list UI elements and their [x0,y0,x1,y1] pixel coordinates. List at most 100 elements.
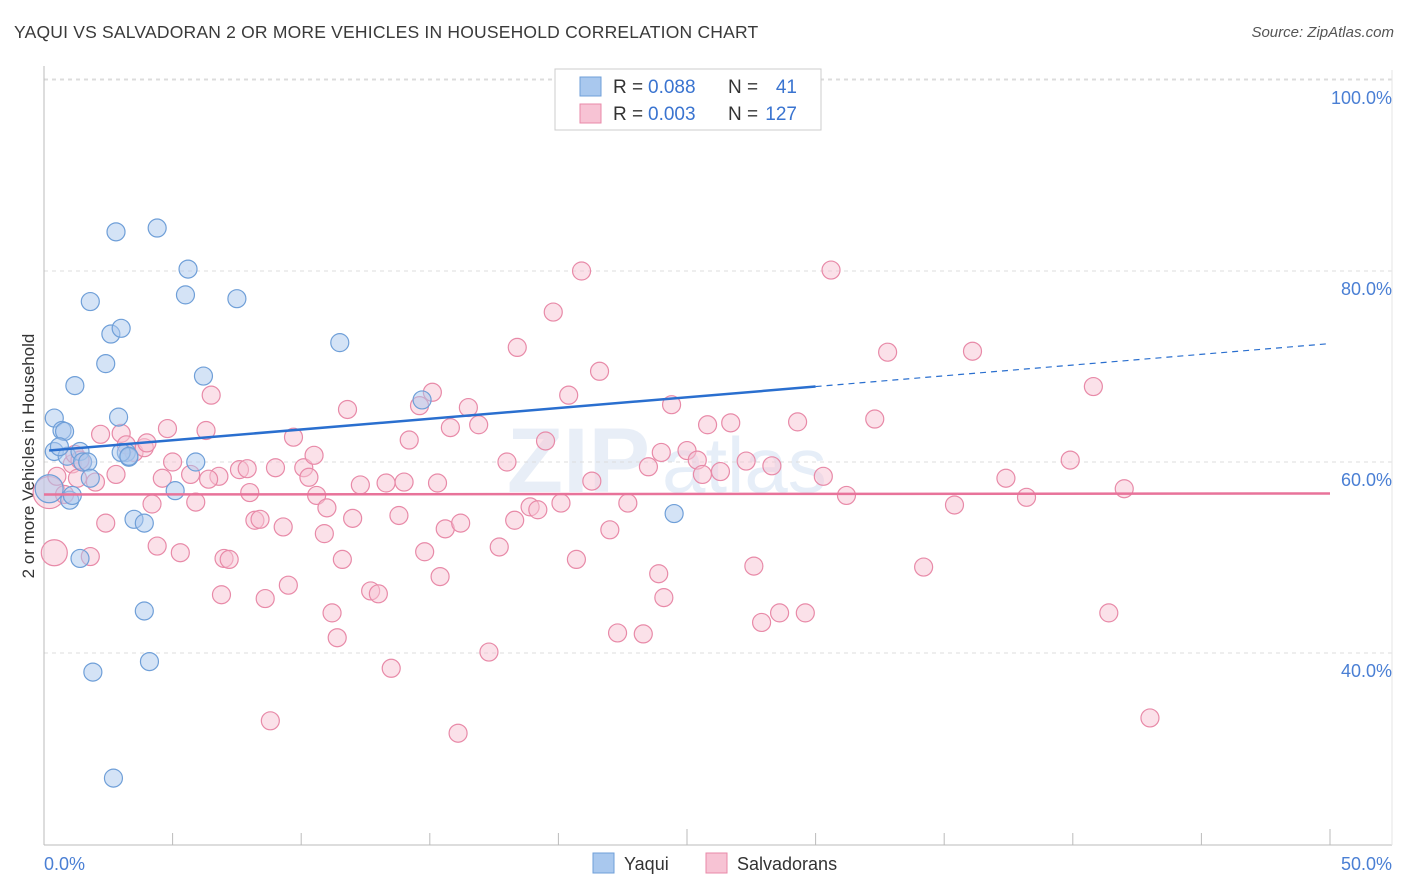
salvadorans-point [821,260,841,280]
yaqui-point [49,437,70,457]
yaqui-point [80,468,100,488]
salvadorans-point [1140,708,1160,728]
y-axis-label: 2 or more Vehicles in Household [19,334,38,579]
salvadorans-point [186,492,206,512]
salvadorans-point [152,468,172,488]
salvadorans-point [389,505,409,526]
salvadorans-point [633,624,653,644]
salvadorans-point [865,409,885,429]
salvadorans-point [736,451,756,471]
salvadorans-trend-line [43,492,1331,496]
yaqui-point [78,452,98,472]
salvadorans-point [618,493,638,513]
salvadorans-point [751,612,772,633]
salvadorans-point [394,472,414,492]
salvadorans-point [142,494,162,514]
x-tick-label-max: 50.0% [1341,854,1392,874]
salvadorans-point [769,603,790,623]
salvadorans-point [350,475,370,495]
yaqui-trend-line [49,385,816,452]
salvadorans-point [710,461,731,482]
y-tick-label: 100.0% [1331,88,1392,108]
salvadorans-point [327,628,347,648]
salvadorans-point [914,557,934,577]
salvadorans-point [654,588,674,608]
salvadorans-point [1060,450,1080,470]
salvadorans-point [787,412,808,432]
legend-r-label-yaqui: R = [613,77,643,98]
legend-swatch-yaqui [579,76,602,97]
salvadorans-point [90,424,111,444]
source-label: Source: ZipAtlas.com [1251,24,1394,41]
yaqui-point [65,376,85,396]
salvadorans-point [600,520,620,540]
legend-n-value-salvadorans: 127 [765,104,797,125]
yaqui-point [664,503,684,524]
salvadorans-point [1114,479,1134,499]
trend-lines [43,342,1331,496]
salvadorans-point [497,452,517,472]
salvadorans-point [721,413,741,433]
salvadorans-point [255,588,275,609]
salvadorans-point [170,543,190,563]
x-tick-label-min: 0.0% [44,854,85,874]
yaqui-point [119,446,139,466]
yaqui-point [106,222,126,242]
bottom-legend-swatch-yaqui [592,852,615,874]
axes [43,66,1393,846]
salvadorans-point [535,431,556,451]
yaqui-point [193,366,214,386]
yaqui-point [134,601,154,621]
salvadorans-point [795,603,815,623]
legend-swatch-salvadorans [579,103,602,124]
yaqui-point [165,481,185,501]
salvadorans-point [376,473,396,493]
salvadorans-point [582,471,602,491]
y-tick-label: 40.0% [1341,661,1392,681]
salvadorans-point [237,459,257,479]
y-tick-label: 80.0% [1341,279,1392,299]
salvadorans-point [762,456,782,476]
salvadorans-point [381,658,401,678]
salvadorans-point [543,302,563,322]
legend-r-value-salvadorans: 0.003 [648,104,696,125]
salvadorans-point [878,342,898,362]
yaqui-point [34,474,64,504]
yaqui-point [227,289,247,309]
chart-title: YAQUI VS SALVADORAN 2 OR MORE VEHICLES I… [14,22,759,42]
yaqui-point [139,651,160,672]
salvadorans-point [317,498,337,518]
salvadorans-point [343,508,363,528]
salvadorans-point [451,513,471,533]
yaqui-point [103,768,124,788]
salvadorans-point [1083,376,1103,397]
salvadorans-point [651,442,671,463]
salvadorans-point [440,418,460,438]
salvadorans-point [415,542,435,562]
yaqui-point [83,662,103,682]
yaqui-trend-extension [815,342,1331,388]
salvadorans-point [250,509,270,529]
salvadorans-point [157,418,178,439]
x-tick-labels: 0.0% 50.0% [44,854,1392,874]
salvadorans-point [551,493,571,513]
salvadorans-point [589,361,610,381]
salvadorans-point [211,585,232,605]
salvadorans-point [427,473,448,493]
salvadorans-point [283,427,304,447]
bottom-legend-swatch-salvadorans [705,852,728,874]
yaqui-point [96,354,116,374]
salvadorans-point [196,420,216,441]
legend-n-label-salvadorans: N = [728,104,758,125]
salvadorans-point [304,445,324,465]
yaqui-point [330,333,350,353]
salvadorans-point [528,500,548,520]
salvadorans-point [836,485,857,506]
salvadorans-point [692,464,713,485]
yaqui-points [34,218,684,788]
yaqui-point [108,407,129,427]
salvadorans-point [106,464,126,485]
salvadorans-point [314,524,334,544]
salvadorans-point [147,536,167,556]
